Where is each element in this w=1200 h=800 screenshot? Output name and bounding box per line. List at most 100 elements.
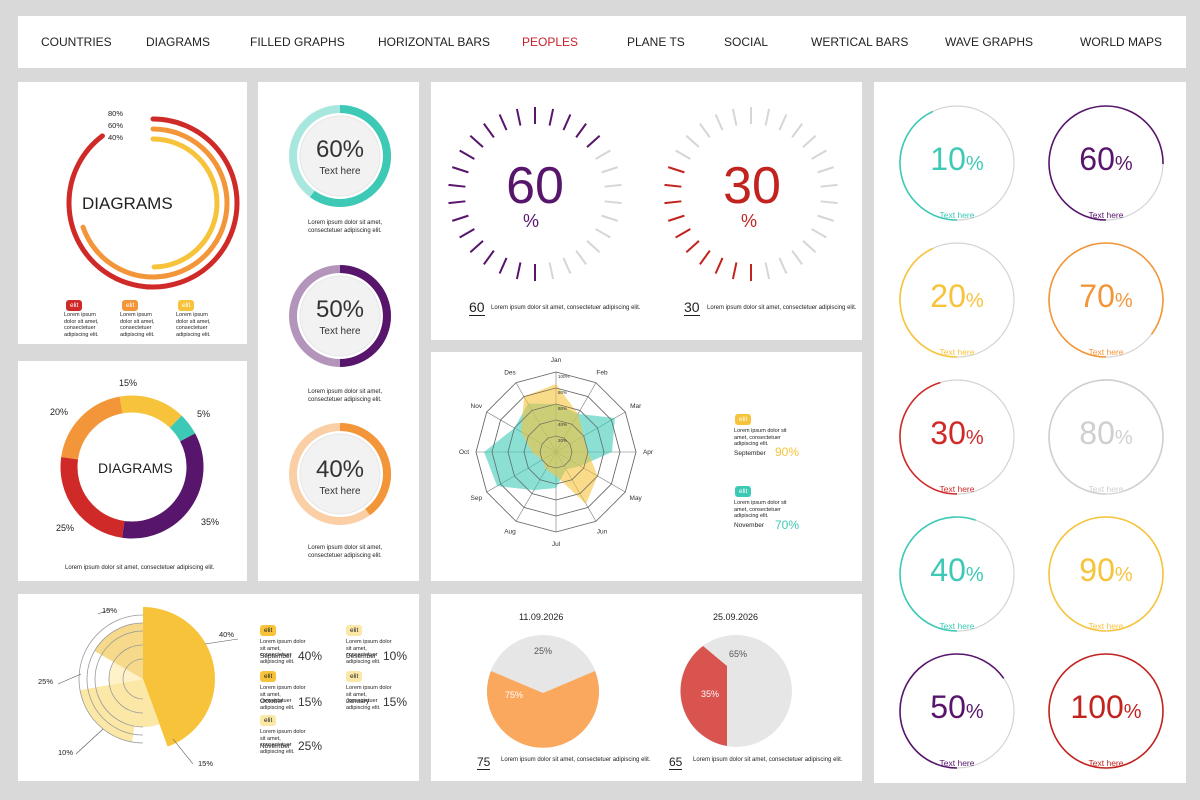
polar-legend-text-4: Lorem ipsum dolor sit amet, consectetuer… <box>346 685 392 711</box>
pie-footer-65: 65 <box>669 755 683 770</box>
pie-label-25: 25% <box>534 646 553 656</box>
nav-item-diagrams[interactable]: DIAGRAMS <box>146 35 211 49</box>
grid-number: 10 <box>930 141 966 177</box>
donut-segment-35 <box>122 433 204 539</box>
gauge-tick <box>451 214 469 222</box>
pie-date-1: 11.09.2026 <box>519 612 564 622</box>
gauge-tick <box>667 166 685 174</box>
grid-progress-70 <box>1048 242 1164 358</box>
tick-gauges-chart <box>448 107 838 281</box>
ring-progress-60 <box>310 105 391 207</box>
legend-text-yellow: Lorem ipsum dolor sit amet, consectetuer… <box>176 312 211 338</box>
gauge-tick <box>575 250 587 265</box>
radar-scale-label: 100% <box>558 374 570 379</box>
grid-unit: % <box>965 153 984 175</box>
legend-tag-yellow: elit <box>178 300 195 311</box>
gauge-tick <box>604 183 622 188</box>
donut-label-35: 35% <box>201 517 220 527</box>
radar-axis-label: Mar <box>630 403 642 410</box>
grid-value-100: 100% <box>1046 689 1166 726</box>
grid-value-30: 30% <box>897 415 1017 452</box>
polar-legend-text-5: Lorem ipsum dolor sit amet, consectetuer… <box>260 729 306 755</box>
radar-axis-label: Sep <box>471 495 483 502</box>
gauge-tick <box>699 123 711 138</box>
gauge-tick <box>791 250 803 265</box>
radar-axis-label: Oct <box>459 449 469 456</box>
grid-value-40: 40% <box>897 552 1017 589</box>
grid-unit: % <box>965 701 984 723</box>
polar-area-panel: 40% 15% 25% 10% 15% elit Lorem ipsum dol… <box>18 594 419 781</box>
radial-bar-panel: 80% 60% 40% DIAGRAMS elit elit elit Lore… <box>18 82 247 344</box>
ring-sub-60: Text here <box>319 166 361 177</box>
radar-legend-text-1: Lorem ipsum dolor sit amet, consectetuer… <box>734 428 787 447</box>
progress-rings-chart <box>289 105 391 525</box>
gauge-tick <box>601 214 619 222</box>
grid-unit: % <box>1114 564 1133 586</box>
ring-progress-50 <box>339 265 391 367</box>
gauge-tick <box>802 135 817 148</box>
polar-leader <box>204 638 239 645</box>
ring-caption-3: Lorem ipsum dolor sit amet, consectetuer … <box>308 545 383 559</box>
polar-slice-1 <box>134 679 160 727</box>
grid-progress-80 <box>1048 379 1164 495</box>
gauge-tick <box>731 262 738 280</box>
gauge-tick <box>820 183 838 188</box>
gauge-tick <box>764 108 771 126</box>
gauge-tick <box>817 214 835 222</box>
donut-segment-15 <box>119 395 182 429</box>
gauge-unit-60: % <box>523 211 540 231</box>
nav-item-wertical-bars[interactable]: WERTICAL BARS <box>811 35 909 49</box>
grid-progress-50 <box>899 653 1005 769</box>
nav-item-horizontal-bars[interactable]: HORIZONTAL BARS <box>378 35 491 49</box>
pie-date-2: 25.09.2026 <box>713 612 759 622</box>
donut-caption: Lorem ipsum dolor sit amet, consectetuer… <box>65 565 215 571</box>
ring-value-40: 40% <box>315 456 365 483</box>
polar-legend-month-1: September <box>260 653 292 660</box>
nav-item-social[interactable]: SOCIAL <box>724 35 769 49</box>
nav-item-countries[interactable]: COUNTRIES <box>41 35 112 49</box>
radial-label-40: 40% <box>108 133 124 142</box>
grid-number: 60 <box>1079 141 1115 177</box>
gauge-footer-60: 60 <box>469 299 485 316</box>
nav-item-world-maps[interactable]: WORLD MAPS <box>1080 35 1163 49</box>
gauge-tick <box>802 240 817 253</box>
ring-caption-2: Lorem ipsum dolor sit amet, consectetuer … <box>308 389 383 403</box>
grid-sub-80: Text here <box>1088 484 1124 494</box>
grid-sub-90: Text here <box>1088 621 1124 631</box>
gauge-tick <box>778 114 788 131</box>
pie-label-35: 35% <box>701 689 720 699</box>
radar-scale-label: 20% <box>558 438 567 443</box>
radar-scale-label: 40% <box>558 422 567 427</box>
grid-progress-40 <box>899 516 976 632</box>
gauge-tick <box>448 200 466 205</box>
ring-caption-1: Lorem ipsum dolor sit amet, consectetuer … <box>308 220 383 234</box>
grid-progress-30 <box>899 381 958 495</box>
polar-leader <box>97 608 112 615</box>
radar-axis-label: Jan <box>551 357 562 364</box>
nav-item-peoples[interactable]: PEOPLES <box>522 35 579 49</box>
gauge-tick <box>604 200 622 205</box>
gauge-tick <box>675 228 691 239</box>
gauge-tick <box>515 262 522 280</box>
radar-axis-label: Aug <box>504 529 516 536</box>
nav-item-filled-graphs[interactable]: FILLED GRAPHS <box>250 35 345 49</box>
progress-rings-panel: 60% Text here 50% Text here 40% Text her… <box>258 82 419 581</box>
polar-label-10: 10% <box>58 748 74 757</box>
nav-item-wave-graphs[interactable]: WAVE GRAPHS <box>945 35 1034 49</box>
radial-label-60: 60% <box>108 121 124 130</box>
gauge-tick <box>483 250 495 265</box>
nav-item-planets[interactable]: PLANE TS <box>627 35 685 49</box>
gauge-tick <box>817 166 835 174</box>
polar-legend-value-1: 40% <box>298 649 323 663</box>
ring-sub-40: Text here <box>319 486 361 497</box>
grid-sub-100: Text here <box>1088 758 1124 768</box>
pie-caption-2: Lorem ipsum dolor sit amet, consectetuer… <box>693 757 843 763</box>
polar-label-15a: 15% <box>102 606 118 615</box>
gauge-tick <box>731 108 738 126</box>
grid-value-60: 60% <box>1046 141 1166 178</box>
progress-grid-panel: 10% Text here 60% Text here 20% Text here 70% T… <box>874 82 1186 783</box>
radar-grid-over <box>507 403 605 501</box>
radar-axis-label: Jun <box>597 529 608 536</box>
radar-axis-label: Apr <box>643 449 654 456</box>
polar-legend-tag-3: elit <box>260 671 277 682</box>
